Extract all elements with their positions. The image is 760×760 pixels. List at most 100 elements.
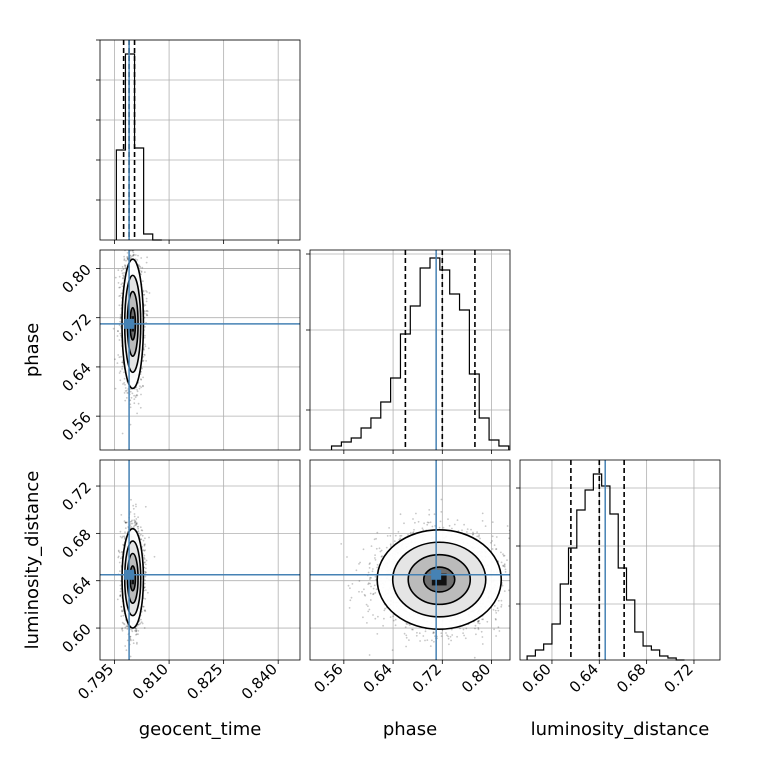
scatter-geocent_time-luminosity_distance — [99, 459, 301, 661]
sample-point — [142, 359, 145, 362]
sample-point — [129, 511, 132, 513]
sample-point — [120, 557, 122, 560]
sample-point — [140, 378, 143, 381]
sample-point — [148, 292, 151, 294]
sample-point — [466, 531, 468, 533]
sample-point — [123, 259, 126, 262]
sample-point — [124, 264, 126, 267]
sample-point — [135, 505, 137, 508]
sample-point — [129, 388, 132, 390]
sample-point — [132, 254, 135, 257]
sample-point — [148, 536, 150, 539]
sample-point — [374, 559, 377, 561]
sample-point — [129, 390, 132, 393]
sample-point — [143, 561, 146, 564]
sample-point — [146, 314, 149, 317]
sample-point — [133, 519, 136, 522]
sample-point — [439, 520, 442, 523]
sample-point — [478, 622, 481, 625]
sample-point — [122, 277, 124, 279]
sample-point — [140, 271, 143, 273]
sample-point — [121, 282, 124, 285]
sample-point — [121, 535, 124, 538]
sample-point — [117, 550, 120, 553]
sample-point — [144, 304, 147, 306]
sample-point — [123, 392, 126, 394]
sample-point — [412, 531, 415, 533]
sample-point — [138, 246, 140, 248]
sample-point — [399, 535, 401, 537]
sample-point — [131, 235, 133, 237]
sample-point — [123, 536, 126, 539]
sample-point — [123, 535, 126, 538]
sample-point — [137, 516, 140, 519]
sample-point — [141, 529, 144, 532]
sample-point — [135, 628, 138, 631]
axes-frame — [99, 39, 301, 241]
sample-point — [350, 596, 353, 599]
sample-point — [141, 622, 144, 625]
sample-point — [118, 275, 121, 278]
sample-point — [493, 628, 495, 631]
sample-point — [119, 332, 122, 335]
sample-point — [126, 521, 128, 524]
sample-point — [119, 535, 122, 538]
sample-point — [120, 615, 123, 618]
sample-point — [422, 635, 425, 637]
sample-point — [120, 606, 123, 608]
sample-point — [140, 270, 143, 273]
sample-point — [143, 334, 146, 337]
sample-point — [145, 297, 148, 300]
sample-point — [144, 579, 146, 582]
sample-point — [138, 623, 141, 626]
sample-point — [116, 335, 119, 337]
sample-point — [129, 403, 132, 406]
sample-point — [409, 531, 412, 534]
sample-point — [372, 568, 374, 570]
sample-point — [121, 361, 124, 364]
sample-point — [145, 313, 148, 316]
sample-point — [132, 254, 135, 256]
axes-frame — [99, 249, 301, 451]
sample-point — [134, 254, 137, 256]
sample-point — [502, 555, 505, 557]
sample-point — [146, 291, 148, 293]
sample-point — [144, 537, 146, 540]
sample-point — [143, 558, 146, 560]
sample-point — [117, 330, 119, 332]
sample-point — [129, 655, 132, 658]
sample-point — [127, 230, 129, 232]
sample-point — [121, 432, 124, 435]
sample-point — [367, 582, 370, 584]
sample-point — [349, 599, 352, 602]
sample-point — [486, 620, 489, 623]
sample-point — [132, 504, 135, 507]
sample-point — [143, 245, 145, 247]
sample-point — [125, 521, 127, 524]
sample-point — [144, 325, 146, 328]
sample-point — [135, 524, 137, 527]
sample-point — [119, 595, 122, 598]
sample-point — [123, 377, 126, 380]
sample-point — [130, 242, 132, 244]
sample-point — [120, 334, 122, 337]
sample-point — [140, 538, 143, 541]
sample-point — [122, 614, 125, 617]
sample-point — [127, 219, 129, 221]
sample-point — [121, 361, 124, 364]
sample-point — [112, 327, 115, 330]
sample-point — [376, 531, 379, 534]
sample-point — [144, 549, 147, 551]
sample-point — [117, 330, 119, 333]
sample-point — [118, 324, 121, 327]
sample-point — [121, 368, 123, 370]
sample-point — [129, 520, 132, 523]
sample-point — [491, 521, 494, 523]
sample-point — [140, 533, 142, 536]
sample-point — [118, 295, 121, 297]
sample-point — [119, 370, 122, 373]
sample-point — [137, 263, 140, 266]
sample-point — [130, 639, 132, 642]
sample-point — [135, 522, 138, 525]
sample-point — [129, 254, 132, 257]
